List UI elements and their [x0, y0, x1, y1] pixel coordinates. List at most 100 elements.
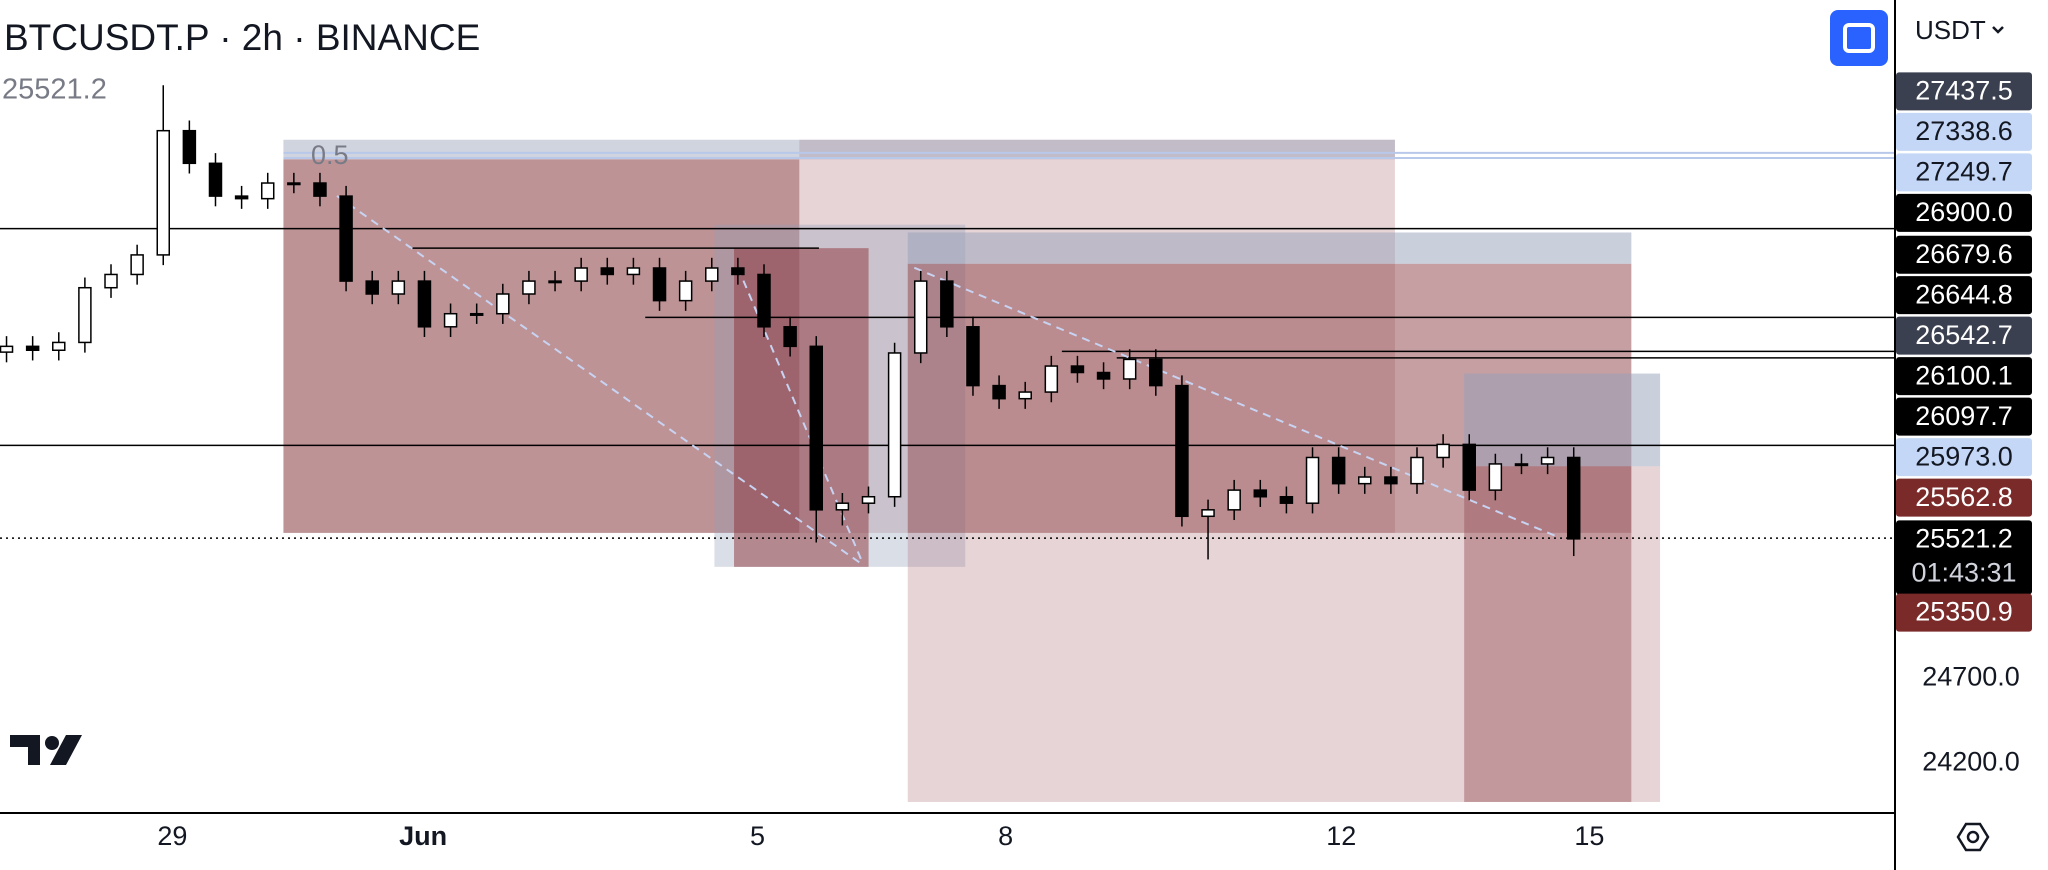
candles: [0, 85, 1581, 560]
zone: [734, 248, 869, 567]
candle-body: [913, 280, 928, 354]
candle-body: [104, 273, 118, 289]
x-tick-label: Jun: [399, 821, 447, 851]
logo-v: [50, 735, 82, 765]
price-tag: [1896, 478, 2032, 517]
candle-body: [469, 312, 484, 316]
candle-body: [496, 293, 510, 315]
settings-button[interactable]: [1956, 822, 1990, 852]
candle-body: [1201, 509, 1215, 518]
candle-body: [208, 162, 223, 197]
candle-body: [1175, 384, 1189, 518]
candle-body: [313, 182, 327, 197]
candle-body: [52, 341, 66, 351]
candle-body: [652, 267, 667, 302]
price-tag: [1896, 112, 2032, 151]
candle-body: [1566, 456, 1581, 540]
y-tick-label: 24200.0: [1922, 747, 2020, 777]
candle-body: [574, 267, 588, 282]
candle-body: [25, 345, 40, 351]
candle-body: [365, 280, 379, 295]
zone: [1631, 466, 1661, 802]
price-tag-label: 27338.6: [1915, 116, 2013, 146]
price-tag-label: 26097.7: [1915, 401, 2013, 431]
candle-body: [78, 286, 92, 344]
price-tag: [1896, 438, 2032, 477]
candle-body: [287, 182, 301, 186]
candle-body: [391, 280, 406, 295]
zone-top: [283, 139, 1395, 160]
candle-body: [678, 280, 693, 302]
candle-body: [522, 280, 536, 295]
fullscreen-button[interactable]: [1830, 10, 1888, 66]
candle-body: [861, 495, 876, 504]
y-tick-label: 24700.0: [1922, 662, 2020, 692]
candle-body: [757, 273, 771, 328]
candle-body: [417, 280, 432, 328]
tradingview-logo: [10, 735, 82, 765]
candle-body: [1540, 456, 1555, 465]
candle-body: [234, 195, 249, 200]
candle-body: [1122, 358, 1137, 380]
candle-body: [940, 280, 954, 328]
candle-body: [1384, 476, 1398, 485]
zone-top: [907, 232, 1632, 264]
currency-label[interactable]: USDT: [1915, 15, 1986, 45]
x-tick-label: 5: [750, 821, 765, 851]
button-bg[interactable]: [1830, 10, 1888, 66]
candle-body: [783, 326, 797, 348]
zone: [1464, 466, 1632, 802]
price-tag: [1896, 593, 2032, 632]
candle-body: [1462, 443, 1476, 491]
price-tag: [1896, 193, 2032, 232]
candle-body: [339, 195, 353, 282]
settings-icon[interactable]: [1956, 822, 1990, 852]
price-tag: [1896, 276, 2032, 315]
candle-body: [1044, 365, 1059, 393]
trend-line: [737, 267, 863, 563]
candle-body: [1436, 443, 1450, 459]
button-icon: [1843, 23, 1875, 53]
settings-icon-core: [1966, 830, 1980, 844]
price-tag: [1896, 235, 2032, 274]
zone: [283, 159, 800, 533]
zone-top: [1464, 373, 1661, 467]
price-tag-label: 26900.0: [1915, 197, 2013, 227]
price-tag-label: 25562.8: [1915, 482, 2013, 512]
candle-body: [626, 267, 641, 276]
logo-t: [10, 735, 40, 765]
candle-body: [182, 129, 197, 165]
candle-body: [887, 352, 902, 498]
price-tag-label: 25973.0: [1915, 441, 2013, 471]
trend-line: [336, 195, 863, 566]
price-tag: [1896, 72, 2032, 111]
candle-body: [0, 345, 14, 353]
price-tag-label: 26100.1: [1915, 360, 2013, 390]
chart-title: BTCUSDT.P · 2h · BINANCE: [4, 17, 480, 58]
candle-body: [156, 129, 170, 256]
candle-body: [1488, 463, 1503, 491]
price-tag-label: 26542.7: [1915, 320, 2013, 350]
candle-body: [1070, 365, 1085, 374]
price-tag: [1896, 357, 2032, 396]
candle-body: [443, 312, 458, 328]
x-tick-label: 12: [1326, 821, 1356, 851]
currency-button[interactable]: USDT: [1915, 15, 2004, 45]
candle-body: [1279, 495, 1294, 504]
candle-body: [1410, 456, 1424, 485]
price-tag: [1896, 153, 2032, 192]
candle-body: [1096, 371, 1111, 380]
x-tick-label: 8: [998, 821, 1013, 851]
trend-line: [913, 266, 1562, 540]
price-tag-label: 25521.2: [1915, 524, 2013, 554]
logo-dot: [45, 736, 59, 750]
price-tag: [1896, 316, 2032, 355]
candle-body: [992, 384, 1006, 400]
candle-body: [705, 267, 719, 282]
x-tick-label: 15: [1574, 821, 1604, 851]
price-tag-label: 27249.7: [1915, 157, 2013, 187]
candle-body: [1227, 489, 1241, 511]
fib-level-label: 0.5: [311, 140, 349, 170]
zone: [907, 532, 1632, 802]
